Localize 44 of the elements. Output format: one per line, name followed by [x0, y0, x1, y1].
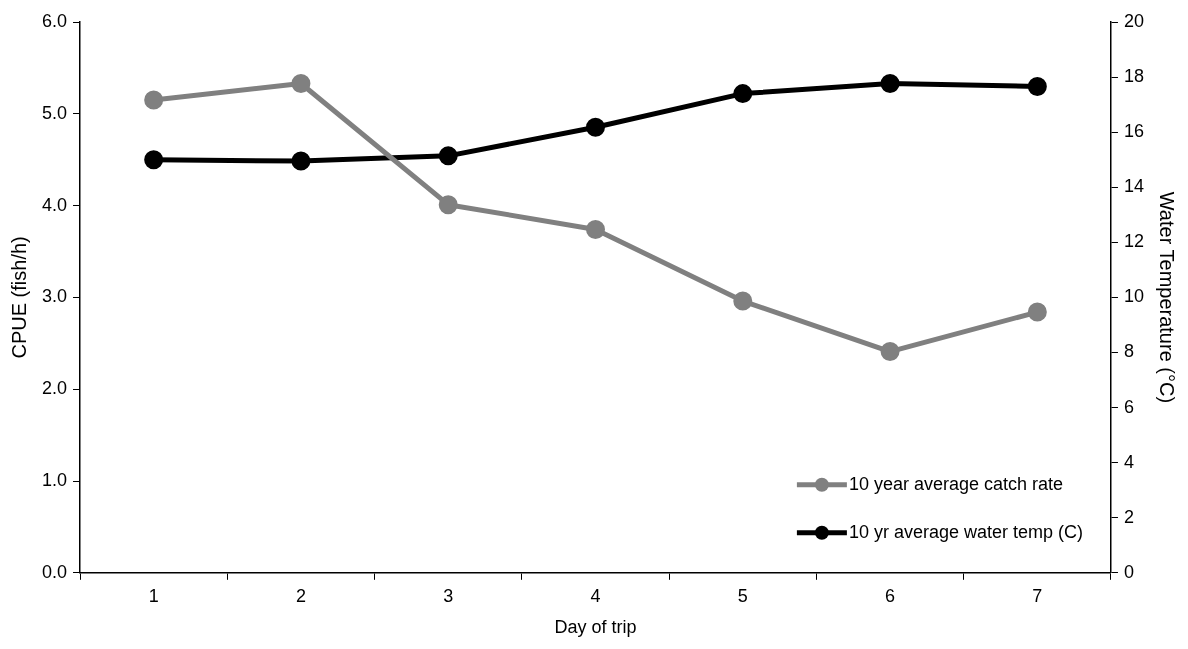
point	[1027, 302, 1047, 322]
y2-tick-label: 20	[1123, 10, 1145, 31]
y2-tick-label: 2	[1123, 506, 1134, 527]
y2-tick-label: 16	[1123, 121, 1145, 142]
y2-tick-label: 4	[1123, 451, 1134, 472]
point	[880, 73, 900, 93]
y2-tick-label: 6	[1123, 396, 1134, 417]
legend-label: 10 year average catch rate	[848, 473, 1064, 494]
point	[733, 291, 753, 311]
y-tick-label: 1.0	[41, 469, 68, 490]
point	[733, 84, 753, 104]
x-tick-label: 2	[295, 585, 306, 606]
y2-tick-label: 12	[1123, 231, 1145, 252]
y-axis-title: CPUE (fish/h)	[7, 236, 30, 359]
point	[144, 90, 164, 110]
y-tick-label: 2.0	[41, 378, 68, 399]
y2-axis-title: Water Temperature (°C)	[1156, 191, 1179, 404]
x-tick-label: 1	[148, 585, 159, 606]
y2-tick-label: 8	[1123, 341, 1134, 362]
point	[144, 150, 164, 170]
point	[586, 117, 605, 137]
point	[438, 146, 458, 166]
point	[291, 74, 311, 94]
y2-tick-label: 0	[1123, 561, 1134, 582]
y-tick-label: 0.0	[41, 561, 68, 582]
y-tick-label: 6.0	[41, 10, 68, 31]
legend-label: 10 yr average water temp (C)	[848, 521, 1083, 542]
y-tick-label: 3.0	[41, 286, 68, 307]
y-tick-label: 5.0	[41, 102, 68, 123]
point	[1027, 76, 1047, 96]
point	[880, 342, 900, 362]
point	[438, 195, 458, 215]
x-tick-label: 4	[590, 585, 601, 606]
point	[291, 151, 311, 171]
point	[586, 219, 605, 239]
y2-tick-label: 10	[1123, 286, 1145, 307]
x-tick-label: 6	[885, 585, 896, 606]
y2-tick-label: 18	[1123, 66, 1145, 87]
x-tick-label: 5	[737, 585, 748, 606]
x-tick-label: 7	[1032, 585, 1043, 606]
x-tick-label: 3	[443, 585, 454, 606]
y-tick-label: 4.0	[41, 194, 68, 215]
x-axis-title: Day of trip	[554, 617, 637, 638]
y2-tick-label: 14	[1123, 176, 1145, 197]
